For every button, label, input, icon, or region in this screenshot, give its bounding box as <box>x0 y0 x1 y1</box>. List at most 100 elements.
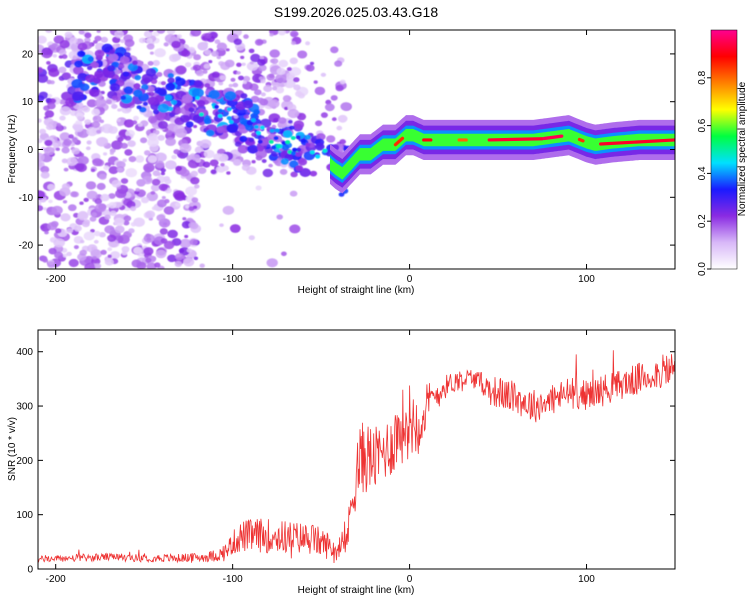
spectral-blob <box>144 150 151 156</box>
spectral-blob <box>175 65 187 75</box>
spectral-blob <box>131 259 142 268</box>
spectral-blob <box>164 178 172 185</box>
spectral-blob <box>166 130 173 136</box>
spectral-peak <box>217 108 223 113</box>
spectral-blob <box>157 199 167 208</box>
spectral-blob <box>63 138 72 146</box>
x-tick-label: -100 <box>223 274 243 285</box>
spectral-blob <box>167 254 177 263</box>
spectral-blob <box>38 67 44 74</box>
spectral-blob <box>280 158 289 165</box>
spectral-blob <box>61 183 71 190</box>
spectral-blob <box>185 186 198 196</box>
spectral-blob <box>171 154 177 160</box>
spectral-blob <box>160 171 165 176</box>
spectral-blob <box>255 185 262 191</box>
y-tick-label: 0 <box>27 145 33 156</box>
spectral-blob <box>230 105 236 110</box>
spectral-blob <box>191 154 201 162</box>
spectral-blob <box>38 118 42 123</box>
spectral-blob <box>313 80 318 84</box>
spectral-blob <box>70 191 78 198</box>
spectral-blob <box>58 66 67 74</box>
spectral-blob <box>59 106 71 116</box>
spectral-blob <box>109 151 114 155</box>
spectral-blob <box>295 90 303 97</box>
spectral-blob <box>108 202 117 209</box>
snr-marks <box>38 350 675 564</box>
spectral-blob <box>190 177 200 185</box>
spectral-blob <box>232 82 239 88</box>
spectral-blob <box>79 83 90 92</box>
spectral-blob <box>83 231 95 241</box>
spectral-blob <box>157 120 168 130</box>
spectral-blob <box>94 263 102 269</box>
spectral-blob <box>146 32 152 38</box>
spectral-blob <box>120 178 129 184</box>
spectral-blob <box>261 159 267 163</box>
spectral-blob <box>132 60 138 65</box>
spectral-blob <box>268 73 275 79</box>
spectral-blob <box>41 49 53 59</box>
spectral-peak <box>256 130 261 135</box>
spectral-blob <box>125 47 131 51</box>
spectral-blob <box>246 61 259 71</box>
spectral-blob <box>334 60 343 67</box>
spectral-blob <box>181 49 191 57</box>
spectral-blob <box>147 61 154 66</box>
spectral-blob <box>130 206 137 212</box>
spectral-blob <box>60 213 71 222</box>
spectral-peak <box>269 128 275 133</box>
spectral-blob <box>107 65 116 72</box>
spectral-blob <box>61 54 68 59</box>
spectral-blob <box>54 251 64 259</box>
spectral-blob <box>111 179 122 188</box>
spectral-blob <box>191 88 204 98</box>
spectral-peak <box>257 139 263 144</box>
spectral-blob <box>100 193 110 202</box>
spectral-blob <box>104 214 111 220</box>
spectral-blob <box>124 149 133 156</box>
spectral-blob <box>146 191 158 202</box>
spectral-blob <box>163 240 175 250</box>
spectral-blob <box>215 166 224 173</box>
spectral-peak <box>292 147 298 152</box>
spectral-blob <box>164 94 173 101</box>
spectral-blob <box>224 59 235 68</box>
spectral-blob <box>53 238 65 248</box>
spectral-blob <box>78 30 85 35</box>
spectral-blob <box>188 206 195 211</box>
spectral-blob <box>219 75 226 81</box>
spectral-blob <box>94 230 101 237</box>
spectral-blob <box>204 32 212 39</box>
spectral-blob <box>93 239 99 244</box>
spectral-blob <box>58 49 67 56</box>
spectral-blob <box>68 258 79 268</box>
spectral-blob <box>121 246 130 253</box>
colorbar-tick-label: 0.2 <box>697 214 708 228</box>
spectral-blob <box>167 72 175 79</box>
spectral-blob <box>217 153 229 163</box>
spectral-blob <box>161 196 166 200</box>
spectral-blob <box>324 103 335 112</box>
spectral-blob <box>278 30 286 36</box>
spectral-blob <box>79 201 84 205</box>
spectral-blob <box>66 157 78 166</box>
spectral-blob <box>52 54 57 58</box>
spectral-peak <box>290 136 296 140</box>
spectral-blob <box>96 137 109 147</box>
spectral-blob <box>40 171 50 179</box>
spectral-blob <box>83 197 89 202</box>
spectral-blob <box>170 99 177 105</box>
spectral-blob <box>289 190 298 197</box>
spectral-peak <box>254 124 259 129</box>
spectral-blob <box>192 64 201 71</box>
spectral-blob <box>238 75 244 81</box>
spectral-blob <box>72 66 84 75</box>
spectral-blob <box>216 126 226 134</box>
spectral-blob <box>339 139 347 145</box>
spectral-blob <box>185 204 190 209</box>
spectral-blob <box>297 50 308 59</box>
y-tick-label: 400 <box>16 347 33 358</box>
spectral-blob <box>248 235 255 241</box>
